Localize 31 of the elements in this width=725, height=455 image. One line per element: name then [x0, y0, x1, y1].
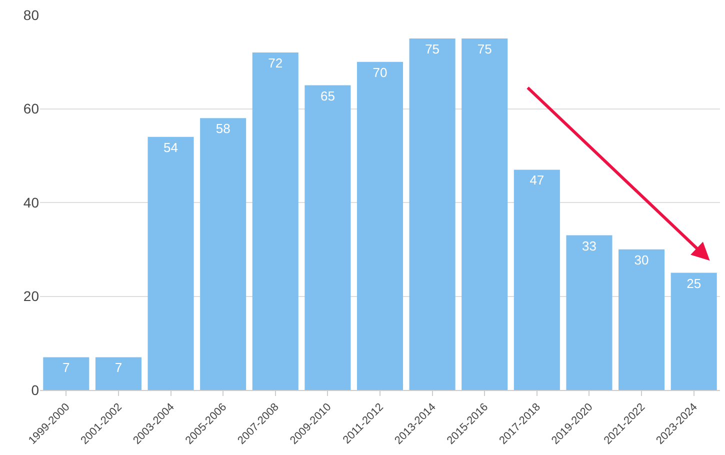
bar: [409, 38, 456, 390]
data-label: 7: [114, 360, 122, 376]
bar: [200, 118, 246, 390]
y-tick-label: 20: [23, 288, 40, 304]
data-label: 70: [372, 64, 388, 80]
y-tick-label: 0: [31, 382, 40, 398]
data-label: 75: [477, 41, 492, 56]
bar: [43, 357, 90, 390]
bar: [566, 235, 612, 390]
y-tick-label: 80: [23, 6, 40, 23]
data-label: 58: [216, 121, 230, 136]
bar: [618, 249, 665, 390]
bar: [514, 170, 560, 390]
bar: [304, 85, 351, 390]
data-label: 47: [530, 172, 544, 188]
y-tick-label: 60: [23, 100, 40, 117]
bar: [148, 136, 194, 390]
data-label: 25: [686, 276, 702, 291]
data-label: 72: [268, 56, 283, 70]
bar: [462, 38, 508, 390]
bar: [670, 272, 717, 390]
data-label: 30: [634, 252, 649, 268]
data-label: 65: [320, 88, 335, 104]
data-label: 75: [425, 41, 440, 56]
bar: [95, 357, 142, 390]
data-label: 33: [582, 238, 596, 254]
data-label: 7: [62, 360, 70, 376]
bar: [252, 52, 298, 390]
data-label: 54: [164, 140, 178, 155]
y-tick-label: 40: [23, 194, 40, 210]
bar: [356, 62, 404, 390]
